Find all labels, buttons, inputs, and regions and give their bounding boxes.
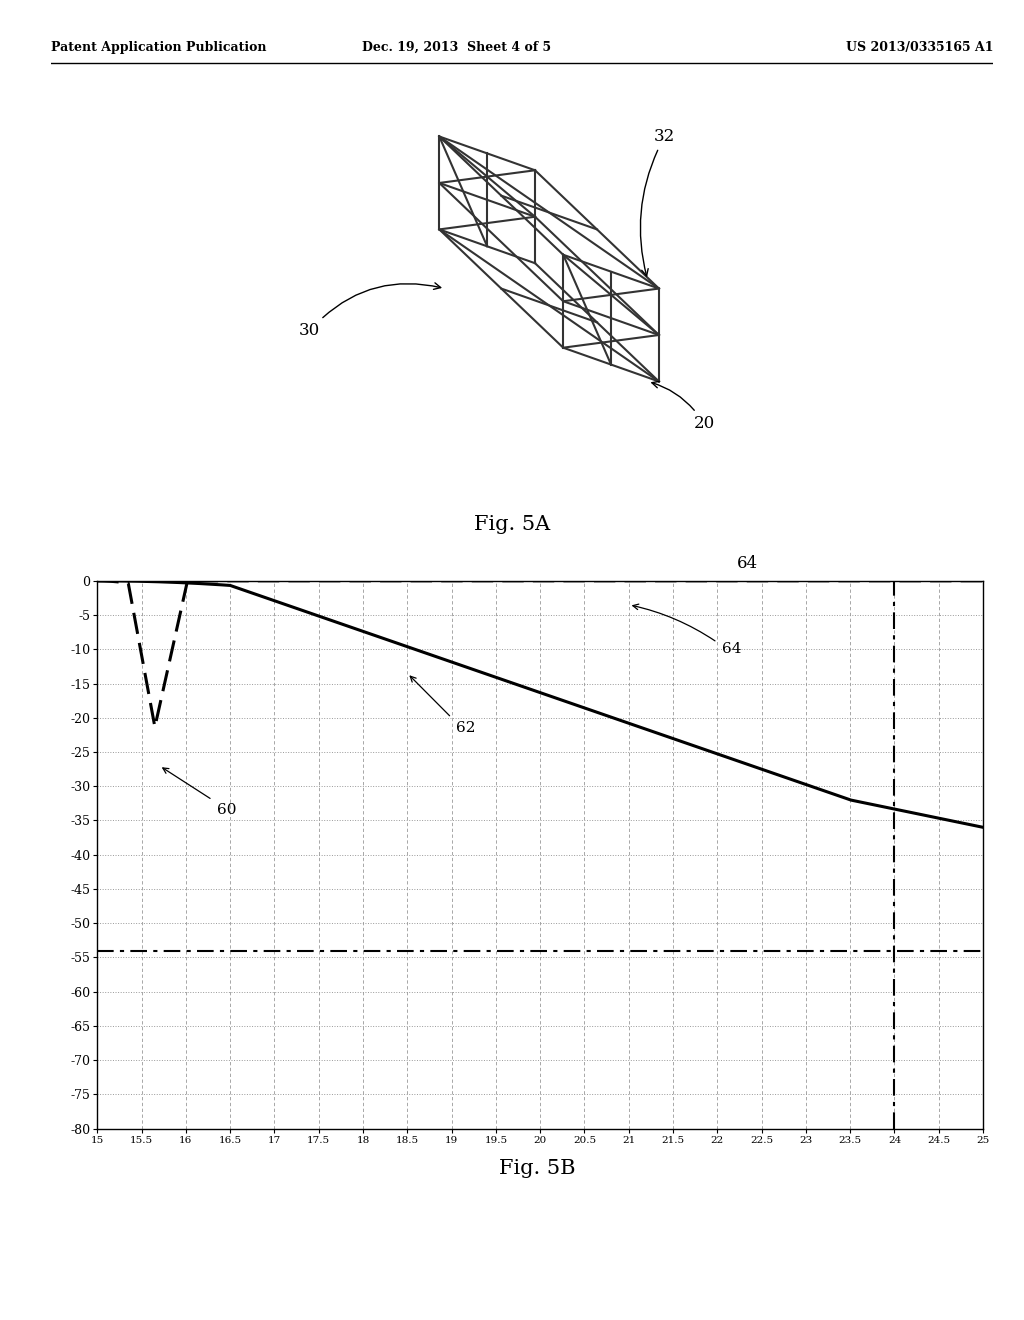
Text: Fig. 5A: Fig. 5A <box>474 515 550 535</box>
Text: 62: 62 <box>456 721 475 735</box>
Text: Patent Application Publication: Patent Application Publication <box>51 41 266 54</box>
Text: 64: 64 <box>722 643 741 656</box>
Text: 20: 20 <box>652 381 715 432</box>
Text: 60: 60 <box>217 803 237 817</box>
Text: 30: 30 <box>299 282 440 339</box>
Text: Dec. 19, 2013  Sheet 4 of 5: Dec. 19, 2013 Sheet 4 of 5 <box>361 41 551 54</box>
Text: 32: 32 <box>640 128 675 276</box>
Text: Fig. 5B: Fig. 5B <box>500 1159 575 1177</box>
Text: US 2013/0335165 A1: US 2013/0335165 A1 <box>846 41 993 54</box>
Text: 64: 64 <box>737 556 758 572</box>
